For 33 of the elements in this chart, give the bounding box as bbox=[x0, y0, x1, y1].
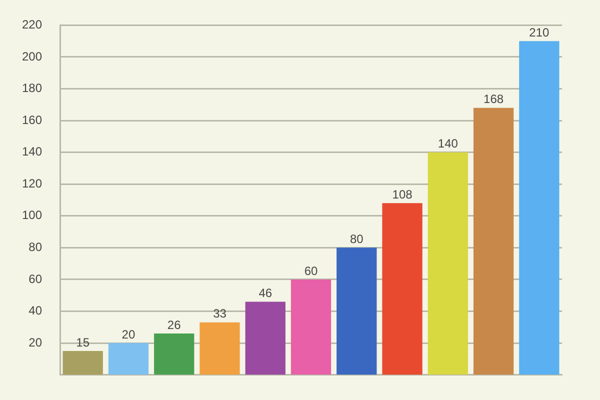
data-label: 20 bbox=[122, 327, 136, 342]
data-label: 60 bbox=[304, 264, 318, 278]
bar bbox=[382, 203, 422, 375]
y-tick-label: 140 bbox=[22, 144, 42, 159]
bar bbox=[290, 279, 332, 375]
bar bbox=[154, 333, 194, 375]
y-tick-label: 20 bbox=[28, 335, 42, 350]
data-label: 80 bbox=[350, 232, 364, 246]
data-label: 168 bbox=[484, 92, 504, 106]
y-tick-label: 120 bbox=[22, 176, 42, 190]
y-tick-label: 80 bbox=[28, 240, 42, 254]
bar bbox=[245, 302, 286, 375]
bar bbox=[62, 350, 103, 375]
bar bbox=[428, 152, 468, 375]
data-label: 140 bbox=[438, 136, 458, 151]
bar bbox=[200, 322, 240, 375]
y-tick-label: 160 bbox=[22, 112, 42, 127]
data-label: 46 bbox=[258, 286, 272, 300]
bar bbox=[108, 343, 149, 375]
data-label: 33 bbox=[213, 306, 227, 321]
data-label: 108 bbox=[392, 187, 413, 202]
bar bbox=[336, 248, 377, 375]
y-tick-label: 60 bbox=[28, 272, 42, 286]
y-tick-label: 220 bbox=[22, 18, 42, 32]
y-tick-label: 200 bbox=[22, 49, 42, 64]
y-tick-label: 40 bbox=[28, 304, 42, 318]
data-label: 210 bbox=[529, 25, 550, 40]
bar bbox=[473, 108, 514, 375]
y-tick-label: 100 bbox=[22, 208, 42, 222]
data-label: 26 bbox=[167, 318, 182, 332]
y-tick-label: 180 bbox=[22, 81, 42, 96]
data-label: 15 bbox=[76, 335, 90, 350]
bar bbox=[519, 41, 560, 375]
